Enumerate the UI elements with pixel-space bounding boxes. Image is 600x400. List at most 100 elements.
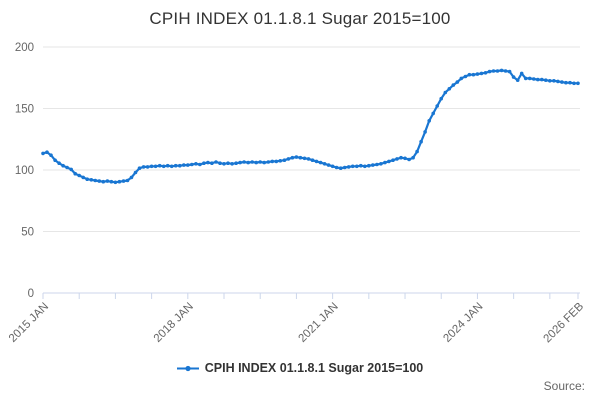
data-point[interactable] <box>73 171 77 176</box>
data-point[interactable] <box>310 158 315 162</box>
data-point[interactable] <box>387 159 391 164</box>
data-point[interactable] <box>165 163 170 168</box>
data-point[interactable] <box>471 72 476 77</box>
data-point[interactable] <box>286 157 291 161</box>
data-point[interactable] <box>282 158 287 162</box>
data-point[interactable] <box>383 160 387 165</box>
data-point[interactable] <box>218 161 222 165</box>
data-point[interactable] <box>254 160 258 165</box>
data-point[interactable] <box>564 80 568 85</box>
data-point[interactable] <box>576 81 580 86</box>
data-point[interactable] <box>314 159 319 164</box>
data-point[interactable] <box>527 76 532 81</box>
data-point[interactable] <box>278 159 283 163</box>
data-point[interactable] <box>415 149 419 154</box>
data-point[interactable] <box>161 164 166 169</box>
data-point[interactable] <box>322 162 327 166</box>
data-point[interactable] <box>395 157 399 161</box>
data-point[interactable] <box>77 173 81 178</box>
data-point[interactable] <box>61 163 65 168</box>
data-point[interactable] <box>226 161 230 165</box>
data-point[interactable] <box>230 162 234 166</box>
data-point[interactable] <box>359 163 363 168</box>
data-point[interactable] <box>41 151 45 156</box>
data-point[interactable] <box>403 156 407 161</box>
data-point[interactable] <box>65 165 69 170</box>
data-point[interactable] <box>45 150 49 154</box>
data-point[interactable] <box>258 160 263 164</box>
data-point[interactable] <box>178 163 182 168</box>
data-point[interactable] <box>532 77 536 81</box>
data-point[interactable] <box>572 81 576 86</box>
data-point[interactable] <box>101 179 106 184</box>
data-point[interactable] <box>298 155 303 160</box>
data-point[interactable] <box>57 161 61 165</box>
data-point[interactable] <box>53 158 57 162</box>
data-point[interactable] <box>423 130 427 134</box>
data-point[interactable] <box>350 164 355 169</box>
data-point[interactable] <box>93 178 98 183</box>
data-point[interactable] <box>125 178 130 183</box>
data-point[interactable] <box>153 164 158 169</box>
data-point[interactable] <box>105 179 110 183</box>
data-point[interactable] <box>109 179 114 184</box>
data-point[interactable] <box>202 161 206 165</box>
data-point[interactable] <box>511 75 516 79</box>
data-point[interactable] <box>519 71 524 76</box>
data-point[interactable] <box>391 158 395 162</box>
data-point[interactable] <box>556 79 560 84</box>
data-point[interactable] <box>447 87 452 91</box>
data-point[interactable] <box>266 160 271 164</box>
data-point[interactable] <box>121 179 126 183</box>
data-point[interactable] <box>503 69 508 73</box>
data-point[interactable] <box>157 163 162 168</box>
data-point[interactable] <box>149 164 154 169</box>
data-point[interactable] <box>198 162 202 167</box>
data-point[interactable] <box>540 77 544 82</box>
data-point[interactable] <box>214 160 218 164</box>
data-point[interactable] <box>463 74 468 79</box>
data-point[interactable] <box>173 163 178 168</box>
data-point[interactable] <box>117 179 122 184</box>
data-point[interactable] <box>459 76 464 81</box>
data-point[interactable] <box>443 90 448 95</box>
data-point[interactable] <box>427 119 432 123</box>
data-point[interactable] <box>431 111 436 116</box>
data-point[interactable] <box>234 161 238 165</box>
data-point[interactable] <box>210 161 214 165</box>
data-point[interactable] <box>302 156 307 161</box>
data-point[interactable] <box>194 162 198 166</box>
data-point[interactable] <box>363 164 367 169</box>
data-point[interactable] <box>206 160 210 165</box>
data-point[interactable] <box>411 155 415 160</box>
data-point[interactable] <box>334 165 339 170</box>
data-point[interactable] <box>342 165 347 170</box>
data-point[interactable] <box>523 76 528 81</box>
data-point[interactable] <box>568 80 572 85</box>
data-point[interactable] <box>133 170 138 175</box>
data-point[interactable] <box>190 162 194 167</box>
data-point[interactable] <box>113 180 118 185</box>
data-point[interactable] <box>129 175 134 180</box>
data-point[interactable] <box>355 164 359 169</box>
data-point[interactable] <box>379 162 383 166</box>
data-point[interactable] <box>479 71 484 76</box>
data-point[interactable] <box>560 80 564 84</box>
data-point[interactable] <box>270 159 275 164</box>
data-point[interactable] <box>186 163 190 167</box>
data-point[interactable] <box>548 79 552 83</box>
data-point[interactable] <box>552 79 556 83</box>
data-point[interactable] <box>495 69 500 73</box>
data-point[interactable] <box>169 164 174 169</box>
data-point[interactable] <box>367 163 371 168</box>
data-point[interactable] <box>475 72 480 76</box>
data-point[interactable] <box>338 166 343 170</box>
data-point[interactable] <box>246 160 250 165</box>
data-point[interactable] <box>419 139 423 144</box>
data-point[interactable] <box>69 167 73 172</box>
data-point[interactable] <box>487 69 492 74</box>
data-point[interactable] <box>375 162 379 167</box>
data-point[interactable] <box>141 165 146 169</box>
data-point[interactable] <box>346 165 351 169</box>
data-point[interactable] <box>89 178 94 182</box>
